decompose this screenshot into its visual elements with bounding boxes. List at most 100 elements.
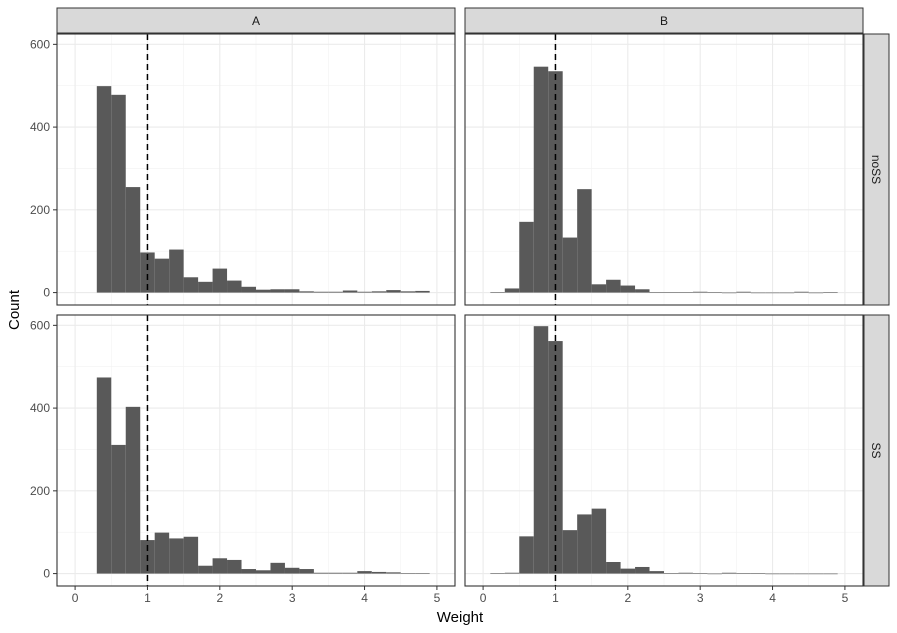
bar-b-noss-10: [635, 289, 650, 293]
y-axis-title: Count: [6, 289, 23, 330]
bar-a-noss-21: [400, 291, 416, 293]
x-tick-label: 3: [697, 591, 704, 605]
bar-b-ss-12: [664, 573, 679, 574]
bar-b-noss-18: [750, 292, 766, 294]
bar-b-ss-19: [765, 573, 780, 575]
bar-a-noss-1: [111, 94, 126, 293]
bar-b-ss-20: [779, 573, 795, 575]
bar-b-ss-18: [750, 573, 766, 574]
bar-a-ss-19: [371, 571, 387, 574]
bar-a-ss-0: [96, 377, 112, 574]
bar-b-noss-12: [664, 292, 679, 293]
bar-b-ss-0: [490, 573, 505, 574]
bar-a-noss-22: [415, 290, 430, 293]
bar-b-ss-2: [519, 536, 534, 574]
strip-row-ss: [863, 314, 890, 587]
panel-border: [56, 314, 456, 587]
bar-a-noss-0: [96, 86, 112, 293]
bar-a-noss-15: [313, 291, 329, 293]
bar-a-ss-20: [386, 572, 401, 574]
bar-a-noss-7: [198, 281, 213, 293]
bar-b-ss-21: [794, 573, 809, 575]
bar-a-noss-9: [227, 280, 242, 293]
strip-col-b: [464, 7, 864, 34]
x-axis-left: 0 1 2 3 4 5: [72, 586, 441, 605]
bar-b-ss-13: [678, 572, 693, 574]
bar-b-noss-9: [620, 285, 636, 293]
panel-border: [464, 314, 864, 587]
bar-a-ss-10: [241, 569, 256, 574]
x-tick-label: 5: [842, 591, 849, 605]
bar-a-ss-7: [198, 565, 213, 574]
strip-label-col-a: A: [252, 14, 260, 28]
bar-a-ss-6: [183, 536, 199, 574]
bar-b-noss-0: [490, 292, 505, 293]
bar-b-ss-9: [620, 568, 636, 574]
y-tick-label: 200: [30, 484, 50, 498]
x-axis-title: Weight: [437, 609, 484, 626]
x-tick-label: 2: [216, 591, 223, 605]
bar-b-ss-17: [736, 573, 751, 574]
strip-label-row-ss: SS: [869, 442, 883, 458]
panel-border: [464, 33, 864, 306]
bar-b-ss-6: [577, 514, 592, 574]
bar-a-noss-8: [212, 268, 228, 293]
bar-b-ss-10: [635, 566, 650, 574]
bar-a-ss-13: [284, 567, 300, 574]
x-tick-label: 1: [144, 591, 151, 605]
bar-b-noss-23: [823, 292, 838, 293]
bar-a-noss-2: [125, 187, 141, 293]
bar-a-ss-2: [125, 406, 141, 574]
y-tick-label: 600: [30, 37, 50, 51]
bar-b-noss-17: [736, 291, 751, 293]
panel-border: [56, 33, 456, 306]
bar-a-noss-19: [371, 291, 387, 293]
bar-a-noss-14: [299, 291, 314, 293]
bar-a-noss-10: [241, 286, 256, 293]
x-tick-label: 5: [434, 591, 441, 605]
bar-b-ss-8: [606, 562, 621, 574]
bar-b-ss-11: [649, 571, 664, 574]
x-tick-label: 3: [289, 591, 296, 605]
strip-label-row-noss: noSS: [869, 155, 883, 184]
bar-a-noss-12: [270, 289, 285, 293]
y-tick-label: 600: [30, 318, 50, 332]
bar-b-noss-11: [649, 292, 664, 293]
bar-b-noss-6: [577, 189, 592, 293]
bar-b-ss-22: [808, 573, 824, 575]
strip-label-col-b: B: [660, 14, 668, 28]
y-tick-label: 400: [30, 401, 50, 415]
bar-b-noss-16: [721, 292, 737, 294]
bar-b-ss-3: [533, 326, 549, 574]
bar-a-noss-6: [183, 277, 199, 293]
x-tick-label: 0: [72, 591, 79, 605]
y-tick-label: 400: [30, 120, 50, 134]
bar-b-noss-14: [692, 291, 708, 293]
bar-b-ss-7: [591, 508, 607, 574]
bar-a-ss-5: [169, 538, 184, 574]
bar-b-noss-19: [765, 292, 780, 294]
panel-b-noss: [464, 33, 864, 306]
bar-a-noss-18: [357, 291, 372, 293]
bar-b-noss-7: [591, 284, 607, 293]
bar-b-noss-21: [794, 291, 809, 293]
y-tick-label: 0: [43, 567, 50, 581]
bar-a-ss-14: [299, 569, 314, 574]
bar-a-ss-4: [154, 532, 170, 574]
x-tick-label: 2: [624, 591, 631, 605]
x-tick-label: 4: [769, 591, 776, 605]
bar-a-ss-1: [111, 444, 126, 574]
bar-a-ss-15: [313, 572, 329, 574]
bar-b-noss-5: [562, 237, 578, 293]
bar-a-noss-17: [342, 290, 358, 293]
x-axis-right: 0 1 2 3 4 5: [480, 586, 849, 605]
bar-b-noss-13: [678, 292, 693, 293]
y-axis-bottom: 0 200 400 600: [30, 318, 57, 581]
bar-b-noss-1: [504, 288, 520, 293]
y-tick-label: 200: [30, 203, 50, 217]
panel-a-noss: [56, 33, 456, 306]
bar-b-noss-4: [548, 71, 563, 293]
bar-b-noss-20: [779, 292, 795, 294]
bar-a-ss-11: [256, 570, 271, 574]
